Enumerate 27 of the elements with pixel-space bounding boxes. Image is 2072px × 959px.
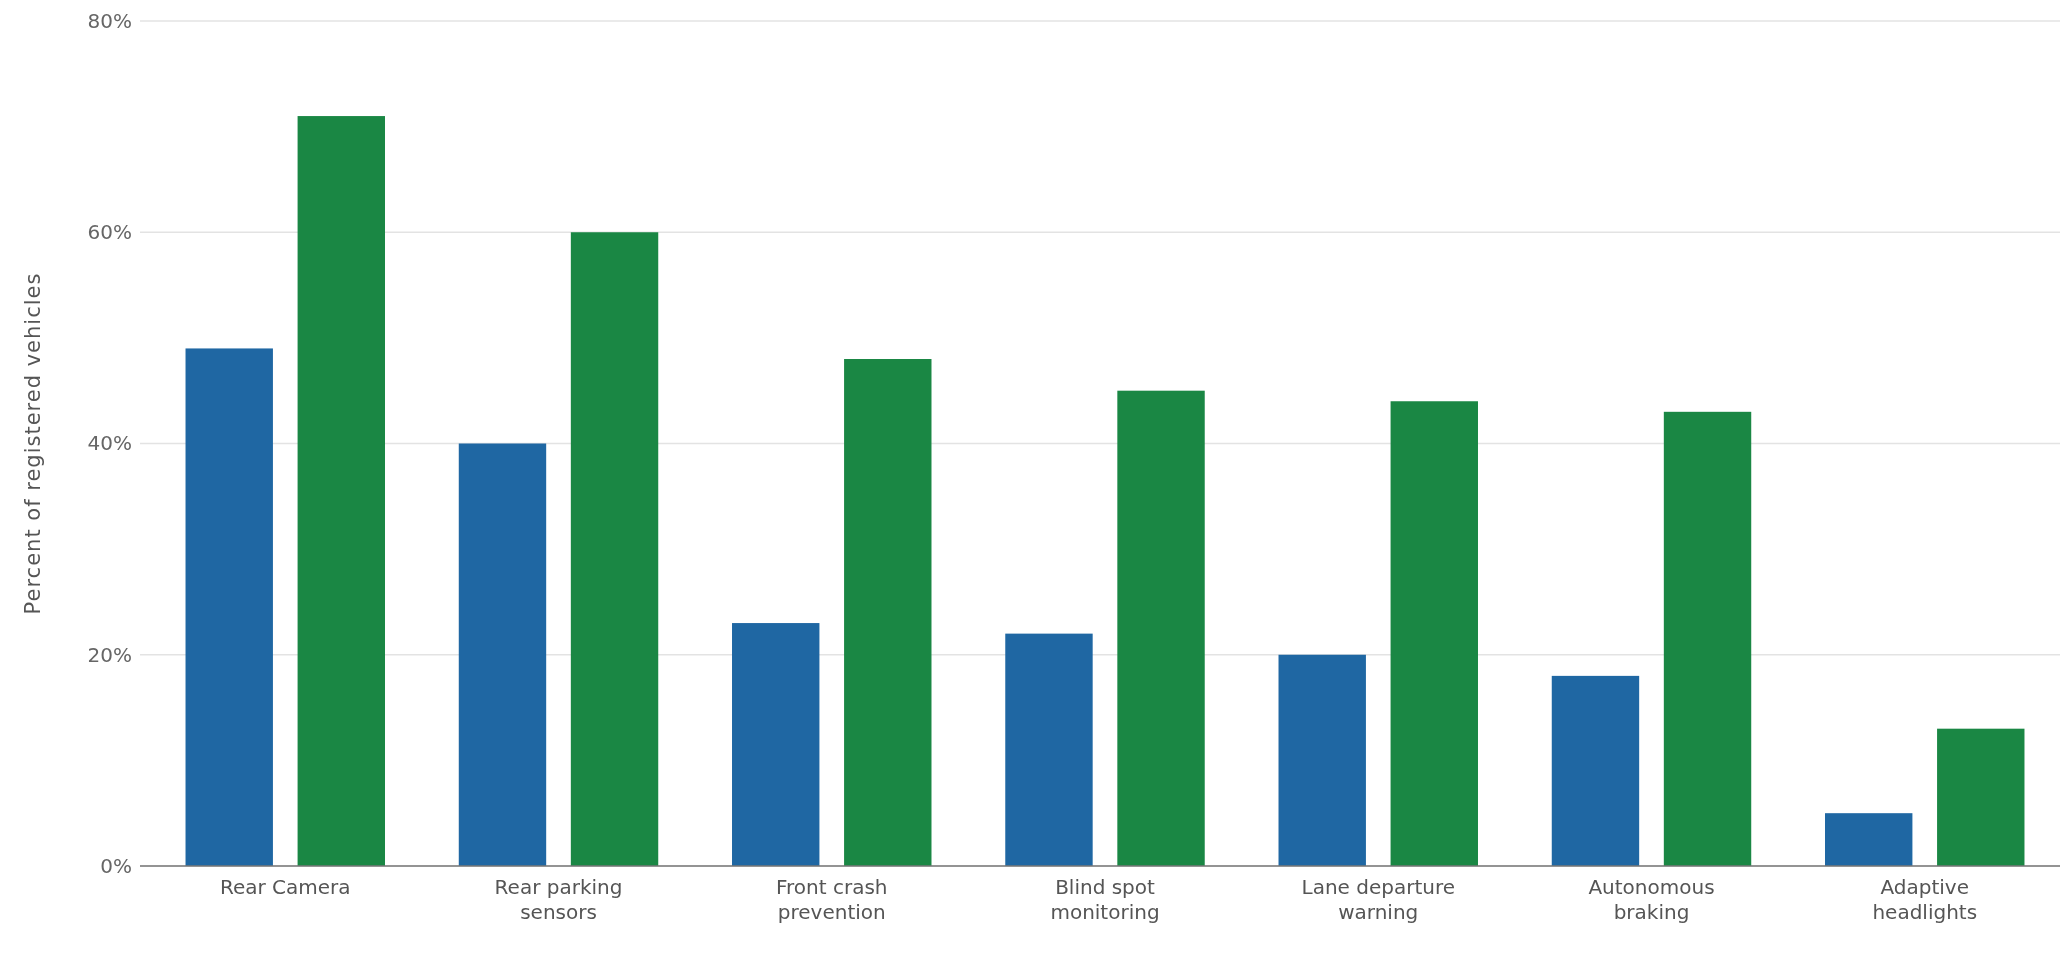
bar [1937, 728, 2025, 866]
y-tick-label: 80% [87, 8, 132, 33]
bar [570, 232, 659, 866]
bar [185, 348, 273, 866]
x-tick-label: Rear parking sensors [494, 875, 623, 925]
bar [297, 116, 385, 866]
x-tick-label: Rear Camera [219, 875, 351, 900]
y-tick-label: 40% [87, 431, 132, 456]
x-tick-label: Blind spot monitoring [1050, 875, 1160, 925]
x-tick-label: Lane departure warning [1301, 875, 1456, 925]
y-tick-label: 0% [100, 853, 132, 878]
y-tick-label: 60% [87, 220, 132, 245]
bar [1390, 401, 1478, 866]
bar [1825, 813, 1913, 866]
bar [1117, 390, 1205, 866]
y-tick-label: 20% [87, 642, 132, 667]
x-tick-label: Front crash prevention [775, 875, 888, 925]
bar [1005, 633, 1093, 866]
bar [732, 623, 820, 866]
x-tick-label: Autonomous braking [1588, 875, 1715, 925]
bar [844, 359, 932, 866]
x-tick-label: Adaptive headlights [1872, 875, 1978, 925]
bar [1278, 654, 1366, 866]
y-axis-title: Percent of registered vehicles [21, 272, 45, 615]
bar [458, 443, 547, 866]
bar [1663, 411, 1752, 866]
bar [1551, 675, 1640, 866]
